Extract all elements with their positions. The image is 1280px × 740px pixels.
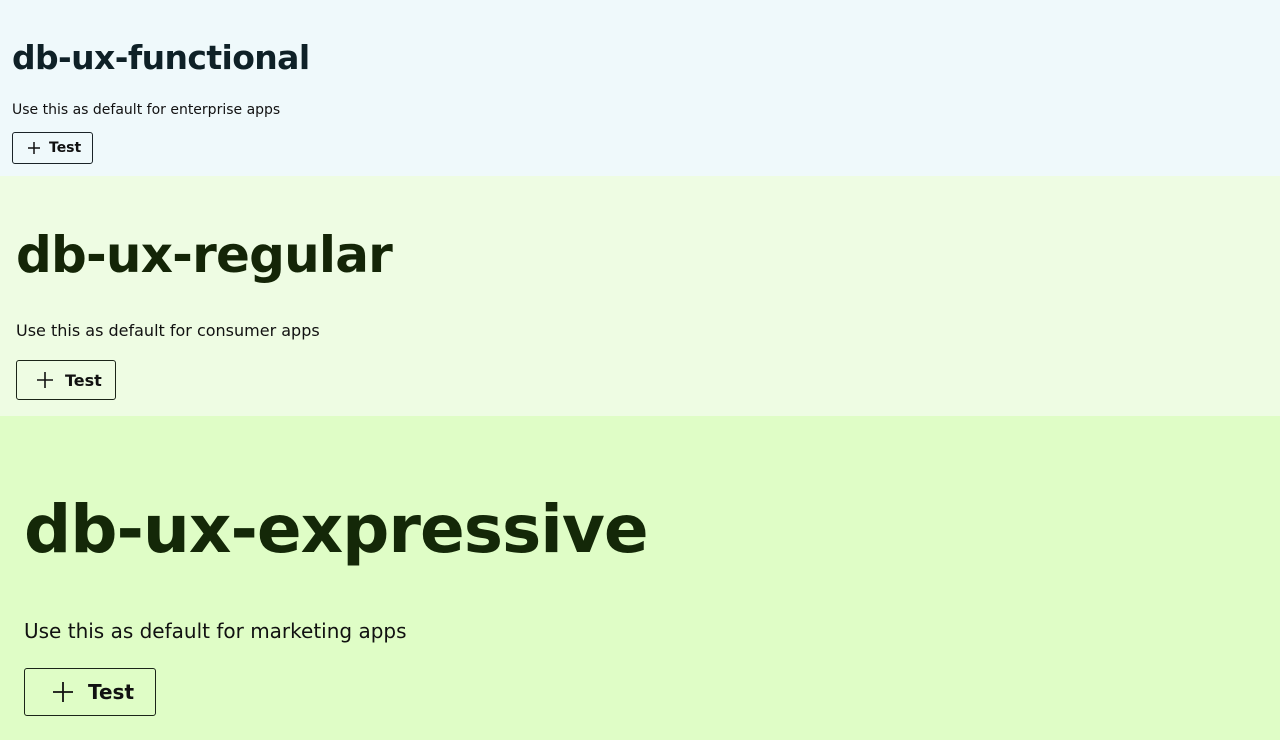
test-button[interactable]: Test: [16, 360, 116, 400]
functional-section: db-ux-functional Use this as default for…: [0, 0, 1280, 176]
section-description: Use this as default for enterprise apps: [12, 102, 281, 118]
section-description: Use this as default for marketing apps: [24, 619, 407, 643]
section-title: db-ux-regular: [16, 226, 393, 284]
expressive-section: db-ux-expressive Use this as default for…: [0, 416, 1280, 740]
button-label: Test: [65, 370, 102, 390]
section-title: db-ux-functional: [12, 38, 310, 77]
test-button[interactable]: Test: [24, 668, 156, 716]
section-title: db-ux-expressive: [24, 491, 649, 568]
plus-icon: [52, 681, 74, 703]
plus-icon: [27, 141, 41, 155]
test-button[interactable]: Test: [12, 132, 93, 164]
button-label: Test: [88, 680, 135, 704]
button-label: Test: [49, 140, 82, 156]
regular-section: db-ux-regular Use this as default for co…: [0, 176, 1280, 416]
plus-icon: [36, 371, 54, 389]
section-description: Use this as default for consumer apps: [16, 321, 320, 340]
